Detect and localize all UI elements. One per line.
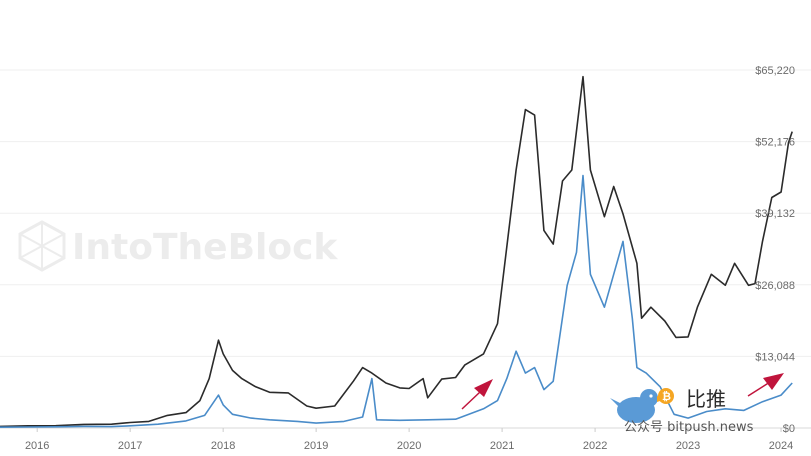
- cube-lattice-icon: [18, 220, 66, 272]
- annotation-arrow: [461, 379, 493, 410]
- series-line-2: [0, 174, 793, 428]
- watermark: IntoTheBlock: [18, 220, 338, 272]
- source-badge: ₿ 比推 公众号 bitpush.news: [610, 387, 754, 435]
- series-line-1: [0, 75, 793, 428]
- source-badge-handle: 公众号 bitpush.news: [624, 420, 754, 435]
- y-tick-label: $13,044: [755, 351, 795, 363]
- bitcoin-icon: ₿: [658, 388, 674, 404]
- watermark-text: IntoTheBlock: [72, 227, 338, 268]
- x-tick-label: 2017: [118, 440, 142, 452]
- source-badge-name: 比推: [686, 387, 726, 411]
- y-tick-label: $26,088: [755, 280, 795, 292]
- x-tick-label: 2020: [397, 440, 421, 452]
- x-tick-label: 2023: [676, 440, 700, 452]
- svg-text:₿: ₿: [662, 390, 671, 403]
- y-tick-label: $0: [783, 423, 795, 435]
- x-tick-label: 2024: [769, 440, 793, 452]
- axis-layer: $65,220 $52,176 $39,132 $26,088 $13,044 $0 201…: [25, 65, 795, 452]
- x-tick-label: 2016: [25, 440, 49, 452]
- y-tick-label: $39,132: [755, 208, 795, 220]
- y-tick-label: $65,220: [755, 65, 795, 77]
- x-tick-label: 2022: [583, 440, 607, 452]
- grid-layer: [0, 69, 811, 429]
- y-tick-label: $52,176: [755, 137, 795, 149]
- annotation-arrow: [747, 373, 784, 397]
- x-tick-label: 2021: [490, 440, 514, 452]
- x-tick-label: 2019: [304, 440, 328, 452]
- series-layer: [0, 75, 793, 428]
- x-tick-label: 2018: [211, 440, 235, 452]
- bird-icon: [610, 389, 666, 423]
